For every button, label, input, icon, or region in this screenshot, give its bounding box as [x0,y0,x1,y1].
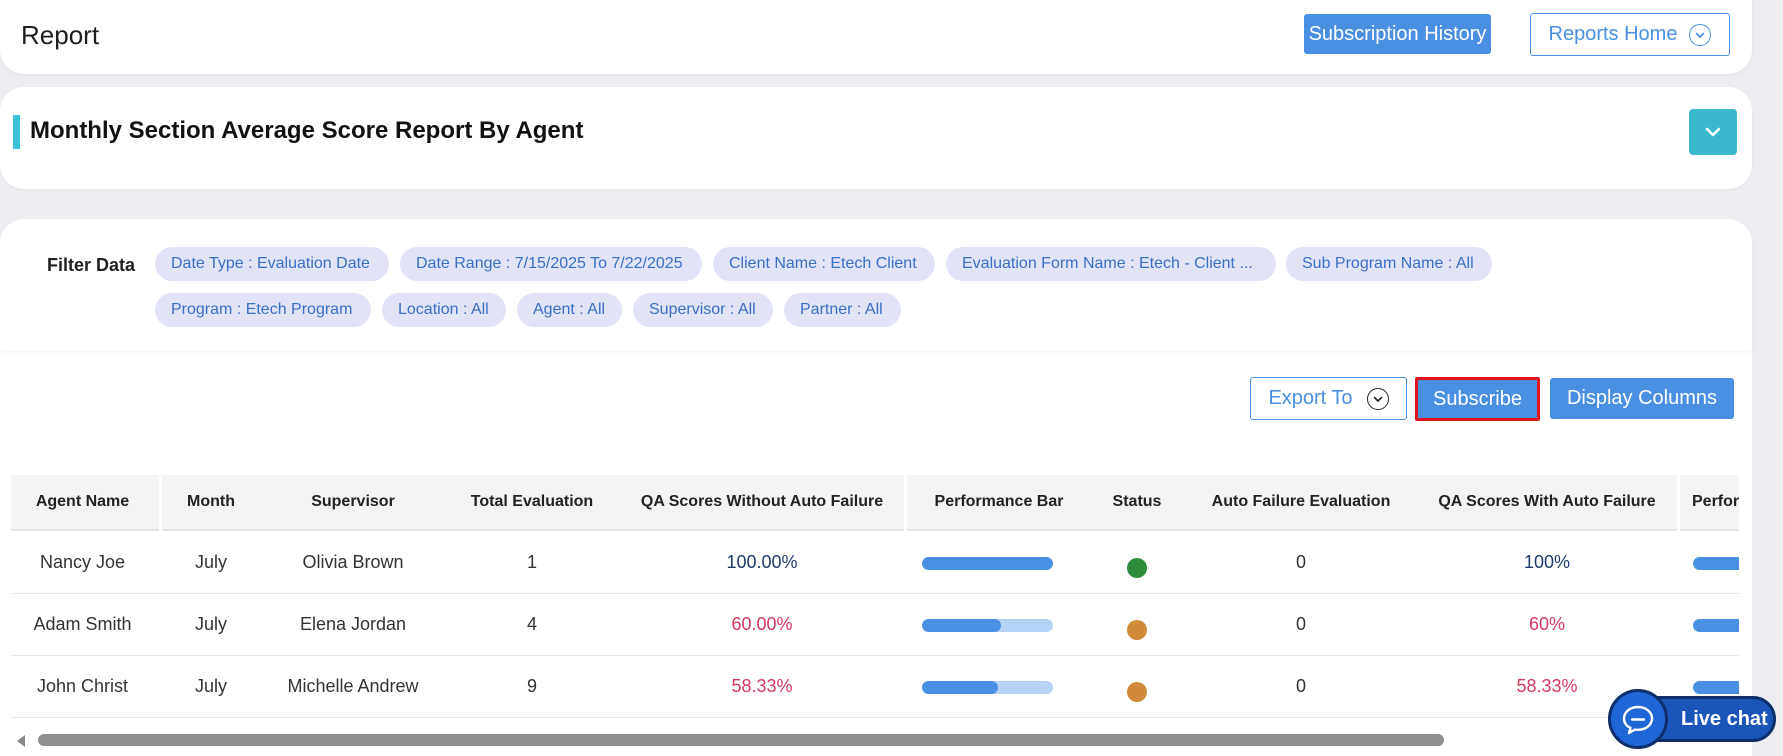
report-section-card: Monthly Section Average Score Report By … [0,87,1752,189]
table-row: Adam Smith July Elena Jordan 4 60.00% 0 … [11,594,1739,656]
performance-bar-fill [1693,681,1739,694]
status-dot [1127,682,1147,702]
agent-name-cell: Adam Smith [33,614,132,634]
performance-bar-fill [1693,619,1739,632]
month-cell: July [194,552,227,572]
qa-score-without-cell: 60.00% [731,614,793,634]
scrollbar-thumb[interactable] [38,734,1444,746]
column-header[interactable]: Agent Name [35,493,130,510]
chevron-down-icon [1705,127,1721,137]
display-columns-button[interactable]: Display Columns [1550,378,1734,419]
performance-bar [1693,681,1739,694]
performance-bar [1693,557,1739,570]
auto-failure-cell: 0 [1295,552,1306,572]
reports-home-label: Reports Home [1548,23,1678,45]
filter-chip[interactable]: Location : All [382,293,506,327]
accent-bar [13,115,20,149]
live-chat-widget[interactable]: Live chat [1608,689,1778,749]
performance-bar [922,681,1053,694]
performance-bar [922,557,1053,570]
performance-bar-fill [1693,557,1739,570]
column-divider [1677,475,1680,531]
subscription-history-button[interactable]: Subscription History [1304,14,1491,54]
table-header: Agent Name Month Supervisor Total Evalua… [11,475,1739,531]
column-header[interactable]: Month [187,493,235,510]
column-header[interactable]: QA Scores With Auto Failure [1438,493,1656,510]
live-chat-label: Live chat [1681,707,1768,730]
column-header[interactable]: QA Scores Without Auto Failure [640,493,884,510]
supervisor-cell: Olivia Brown [302,552,404,572]
column-header[interactable]: Performance Bar [934,493,1064,510]
filter-chip[interactable]: Agent : All [517,293,622,327]
filter-chip[interactable]: Evaluation Form Name : Etech - Client ..… [946,247,1276,281]
auto-failure-cell: 0 [1295,676,1306,696]
supervisor-cell: Michelle Andrew [287,676,419,696]
column-header[interactable]: Supervisor [311,493,395,510]
qa-score-without-cell: 58.33% [731,676,793,696]
reports-home-button[interactable]: Reports Home [1530,13,1730,56]
column-header[interactable]: Status [1112,493,1162,510]
qa-score-with-cell: 60% [1528,614,1566,634]
horizontal-scrollbar[interactable] [11,731,1739,749]
month-cell: July [194,676,227,696]
performance-bar [922,619,1053,632]
export-to-button[interactable]: Export To [1250,377,1407,420]
filter-chip[interactable]: Supervisor : All [633,293,773,327]
export-to-label: Export To [1268,387,1353,409]
column-header[interactable]: Total Evaluation [470,493,594,510]
top-bar: Report Subscription History Reports Home [0,0,1752,74]
table-row: Nancy Joe July Olivia Brown 1 100.00% 0 … [11,532,1739,594]
filter-chip[interactable]: Client Name : Etech Client [713,247,935,281]
column-divider [159,475,162,531]
total-evaluation-cell: 1 [526,552,537,572]
performance-bar-fill [922,619,1001,632]
total-evaluation-cell: 4 [526,614,537,634]
status-dot [1127,558,1147,578]
collapse-toggle-button[interactable] [1689,109,1737,155]
column-header[interactable]: Perfor [1692,493,1739,510]
supervisor-cell: Elena Jordan [299,614,407,634]
filter-chip[interactable]: Date Range : 7/15/2025 To 7/22/2025 [400,247,702,281]
qa-score-without-cell: 100.00% [726,552,798,572]
filter-chip[interactable]: Program : Etech Program [155,293,371,327]
filter-chip[interactable]: Date Type : Evaluation Date [155,247,389,281]
chat-bubble-icon[interactable] [1608,689,1668,749]
column-header[interactable]: Auto Failure Evaluation [1211,493,1391,510]
status-dot [1127,620,1147,640]
agent-name-cell: John Christ [36,676,129,696]
qa-score-with-cell: 58.33% [1516,676,1578,696]
table-row: John Christ July Michelle Andrew 9 58.33… [11,656,1739,718]
total-evaluation-cell: 9 [526,676,537,696]
performance-bar [1693,619,1739,632]
performance-bar-fill [922,557,1053,570]
filter-area: Filter Data Date Type : Evaluation Date … [0,219,1752,351]
filter-label: Filter Data [47,255,136,275]
chevron-down-icon [1366,387,1389,410]
qa-score-with-cell: 100% [1523,552,1571,572]
column-divider [904,475,907,531]
report-title: Monthly Section Average Score Report By … [30,117,584,144]
subscribe-button[interactable]: Subscribe [1415,377,1540,421]
agent-name-cell: Nancy Joe [39,552,126,572]
scroll-left-arrow-icon[interactable] [17,735,25,747]
performance-bar-fill [922,681,999,694]
chevron-down-icon [1689,23,1712,46]
filter-chip[interactable]: Sub Program Name : All [1286,247,1492,281]
report-table: Agent Name Month Supervisor Total Evalua… [11,475,1739,720]
month-cell: July [194,614,227,634]
filter-chip[interactable]: Partner : All [784,293,901,327]
auto-failure-cell: 0 [1295,614,1306,634]
page-title: Report [21,20,100,50]
